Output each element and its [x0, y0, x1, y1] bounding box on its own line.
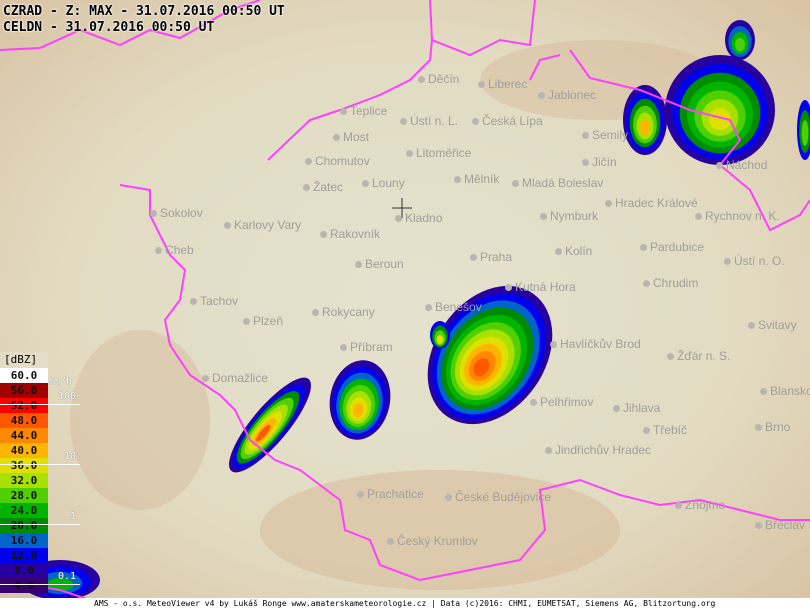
city-label: Český Krumlov	[387, 534, 478, 548]
city-label: Příbram	[340, 340, 393, 354]
legend-level: 56.0	[0, 383, 48, 398]
legend-level: 20.0	[0, 518, 48, 533]
city-label: Liberec	[478, 77, 527, 91]
city-label: Náchod	[716, 158, 767, 172]
footer-credits: AMS - o.s. MeteoViewer v4 by Lukáš Ronge…	[0, 598, 810, 610]
city-label: Ústí n. O.	[724, 254, 785, 268]
city-label: Mladá Boleslav	[512, 176, 603, 190]
radar-echo-level	[352, 403, 364, 418]
city-label: Nymburk	[540, 209, 598, 223]
city-label: Louny	[362, 176, 405, 190]
radar-echo-level	[256, 424, 271, 442]
city-label: Jindřichův Hradec	[545, 443, 651, 457]
city-label: Chomutov	[305, 154, 370, 168]
city-label: Semily	[582, 128, 628, 142]
city-label: Česká Lípa	[472, 114, 543, 128]
city-label: Brno	[755, 420, 790, 434]
city-label: Znojmo	[675, 498, 725, 512]
city-label: Žďár n. S.	[667, 349, 730, 363]
city-label: Jihlava	[613, 401, 660, 415]
legend-level: 40.0	[0, 443, 48, 458]
legend-level: 28.0	[0, 488, 48, 503]
city-label: Litoměřice	[406, 146, 471, 160]
city-label: Žatec	[303, 180, 343, 194]
city-label: Blansko	[760, 384, 810, 398]
legend-level: 4.0	[0, 578, 48, 593]
legend-level: 32.0	[0, 473, 48, 488]
radar-echo-level	[801, 120, 809, 146]
legend-mark-line	[0, 524, 80, 525]
legend: [dBZ] 60.0 56.0 52.0 48.0 44.0 40.0 36.0 32.0 28…	[0, 352, 80, 593]
city-label: Kladno	[395, 211, 442, 225]
legend-mark-line	[0, 584, 80, 585]
city-label: Domažlice	[202, 371, 268, 385]
legend-level: 12.0	[0, 548, 48, 563]
radar-echo-level	[735, 37, 745, 52]
city-label: Havlíčkův Brod	[550, 337, 641, 351]
city-label: Pelhřimov	[530, 395, 593, 409]
city-label: Jablonec	[538, 88, 596, 102]
city-label: Tachov	[190, 294, 238, 308]
legend-level: 60.0	[0, 368, 48, 383]
city-label: Hradec Králové	[605, 196, 698, 210]
legend-level: 48.0	[0, 413, 48, 428]
legend-mmh-1: 1	[70, 511, 77, 522]
city-label: Rakovník	[320, 227, 380, 241]
radar-echoes	[20, 20, 810, 600]
legend-level: 8.0	[0, 563, 48, 578]
city-label: České Budějovice	[445, 490, 551, 504]
radar-echo-level	[473, 358, 490, 377]
city-label: Třebíč	[643, 423, 687, 437]
city-label: Kutná Hora	[505, 280, 576, 294]
radar-echo-level	[639, 119, 651, 136]
city-label: Prachatice	[357, 487, 424, 501]
city-label: Rychnov n. K.	[695, 209, 780, 223]
legend-level: 36.0	[0, 458, 48, 473]
city-label: Chrudim	[643, 276, 698, 290]
legend-mmh-10: 10	[64, 451, 77, 462]
city-label: Kolín	[555, 244, 592, 258]
city-label: Teplice	[340, 104, 387, 118]
city-label: Ústí n. L.	[400, 114, 458, 128]
city-label: Břeclav	[755, 518, 805, 532]
legend-level: 24.0	[0, 503, 48, 518]
radar-echo-level	[436, 334, 444, 345]
city-label: Benešov	[425, 300, 482, 314]
city-label: Svitavy	[748, 318, 797, 332]
city-label: Pardubice	[640, 240, 704, 254]
legend-level: 44.0	[0, 428, 48, 443]
legend-mmh-0-1: 0.1	[58, 571, 77, 582]
legend-unit-dbz: [dBZ]	[0, 352, 48, 368]
city-label: Mělník	[454, 172, 499, 186]
city-label: Most	[333, 130, 369, 144]
city-label: Karlovy Vary	[224, 218, 301, 232]
legend-unit-mmh: mm/h	[48, 376, 73, 387]
radar-echo-level	[709, 108, 731, 130]
legend-mmh-100: 100	[58, 391, 77, 402]
header-lightning-title: CELDN - 31.07.2016 00:50 UT	[3, 20, 215, 35]
city-label: Plzeň	[243, 314, 283, 328]
legend-level: 52.0	[0, 398, 48, 413]
city-label: Cheb	[155, 243, 194, 257]
city-label: Praha	[470, 250, 512, 264]
legend-level: 16.0	[0, 533, 48, 548]
city-label: Jičín	[582, 155, 617, 169]
city-label: Rokycany	[312, 305, 375, 319]
terrain-sumava	[260, 470, 620, 590]
legend-mark-line	[0, 464, 80, 465]
city-label: Sokolov	[150, 206, 203, 220]
city-label: Děčín	[418, 72, 459, 86]
header-radar-title: CZRAD - Z: MAX - 31.07.2016 00:50 UT	[3, 4, 285, 19]
terrain-west	[70, 330, 210, 510]
legend-mark-line	[0, 404, 80, 405]
city-label: Beroun	[355, 257, 404, 271]
